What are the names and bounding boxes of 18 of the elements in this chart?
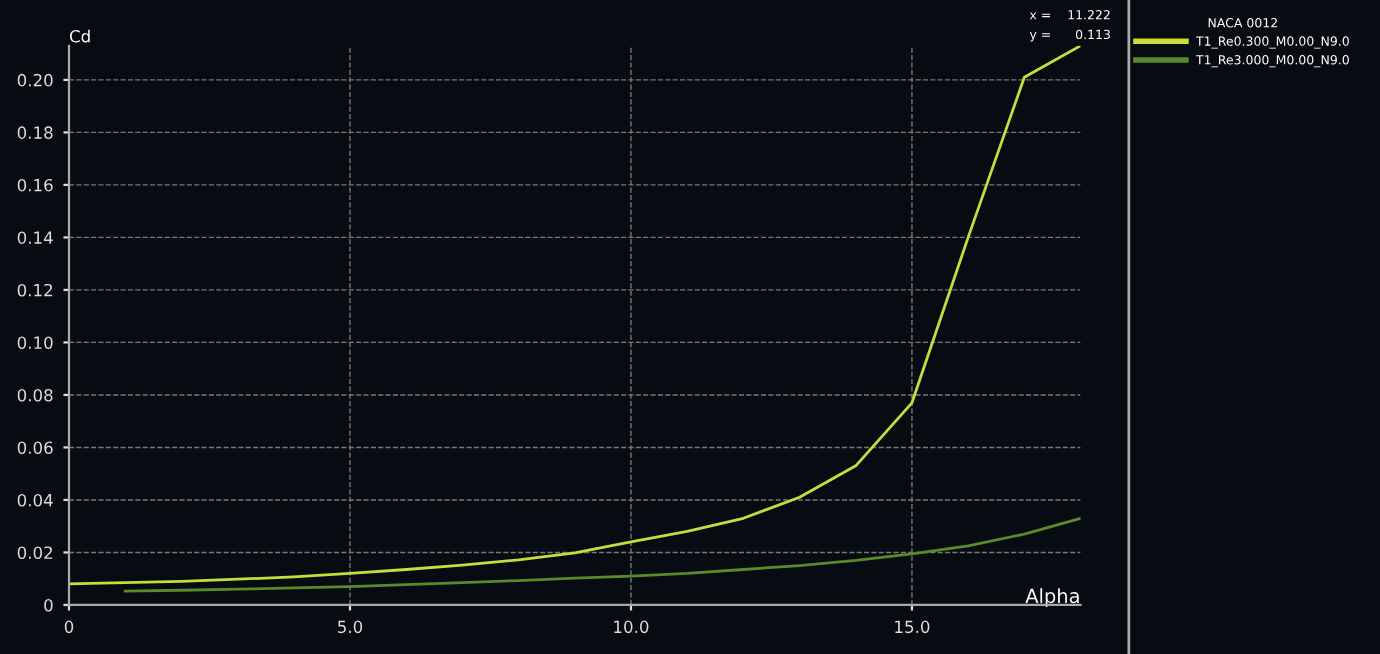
line-series bbox=[69, 45, 1081, 586]
y-tick-label: 0.08 bbox=[17, 388, 53, 402]
x-axis-title: Alpha bbox=[1025, 588, 1079, 607]
x-tick-label: 15.0 bbox=[895, 620, 930, 634]
x-tick-label: 0 bbox=[64, 620, 74, 634]
y-tick-label: 0.04 bbox=[17, 493, 53, 507]
y-tick-label: 0.14 bbox=[17, 231, 53, 244]
y-tick-label: 0.16 bbox=[17, 178, 53, 192]
y-tick-label: 0.10 bbox=[17, 336, 53, 349]
x-tick-label: 5.0 bbox=[338, 620, 363, 634]
y-tick-label: 0.12 bbox=[17, 283, 53, 297]
y-axis-title: Cd bbox=[69, 29, 90, 43]
y-tick-label: 0.20 bbox=[17, 73, 53, 87]
y-tick-label: 0 bbox=[44, 598, 53, 612]
y-tick-label: 0.02 bbox=[17, 546, 53, 560]
x-tick-label: 10.0 bbox=[614, 620, 649, 634]
y-tick-label: 0.18 bbox=[17, 126, 53, 139]
y-tick-label: 0.06 bbox=[17, 441, 53, 455]
